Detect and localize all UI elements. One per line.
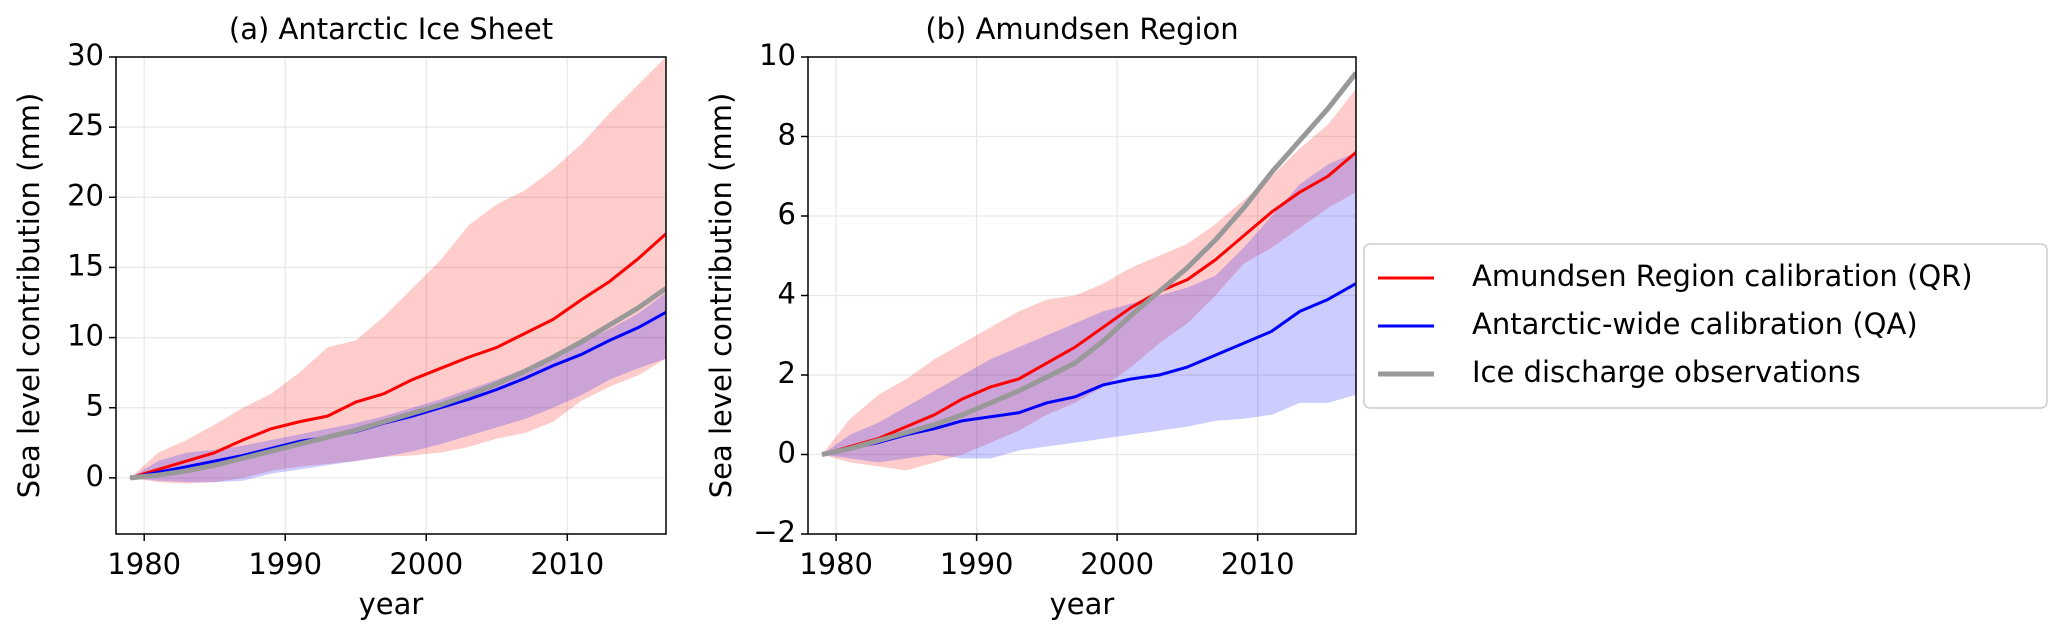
plot-frame [807,56,1357,535]
x-tick-label: 1990 [940,547,1014,581]
x-axis-label: year [359,587,424,621]
y-tick-label: 30 [67,38,104,72]
x-tick-label: 2000 [389,547,463,581]
uncertainty-band [130,57,666,484]
plot-frame [115,56,667,535]
y-tick-label: 25 [67,108,104,142]
series-line [821,71,1356,457]
series-line [129,286,666,481]
y-tick-label: 10 [67,319,104,353]
y-tick-label: 2 [778,356,796,390]
chart-title: (b) Amundsen Region [925,12,1238,46]
chart-title: (a) Antarctic Ice Sheet [229,12,553,46]
x-tick-label: 1980 [107,547,181,581]
x-tick-label: 1990 [248,547,322,581]
legend-label: Amundsen Region calibration (QR) [1472,259,1973,293]
y-tick-label: 8 [778,118,796,152]
x-tick-label: 2010 [530,547,604,581]
x-axis-label: year [1050,587,1115,621]
y-tick-label: 6 [778,197,796,231]
x-tick-label: 2010 [1221,547,1295,581]
x-tick-label: 1980 [799,547,873,581]
y-axis-label: Sea level contribution (mm) [12,93,46,499]
plot-area [129,57,666,484]
uncertainty-band [822,88,1356,471]
plot-area [821,71,1356,471]
y-tick-label: 10 [759,38,796,72]
y-tick-label: −2 [753,515,796,549]
y-tick-label: 0 [778,436,796,470]
series-line [129,232,666,480]
legend: Amundsen Region calibration (QR) Antarcti… [1363,243,2048,409]
y-tick-label: 20 [67,178,104,212]
x-tick-label: 2000 [1080,547,1154,581]
series-line [821,151,1356,456]
y-tick-label: 5 [86,389,104,423]
legend-box [1363,243,2048,409]
y-tick-label: 4 [778,277,796,311]
y-tick-label: 15 [67,248,104,282]
y-axis-label: Sea level contribution (mm) [704,93,738,499]
legend-label: Antarctic-wide calibration (QA) [1472,307,1918,341]
legend-label: Ice discharge observations [1472,355,1861,389]
y-tick-label: 0 [86,459,104,493]
uncertainty-band [822,152,1356,463]
